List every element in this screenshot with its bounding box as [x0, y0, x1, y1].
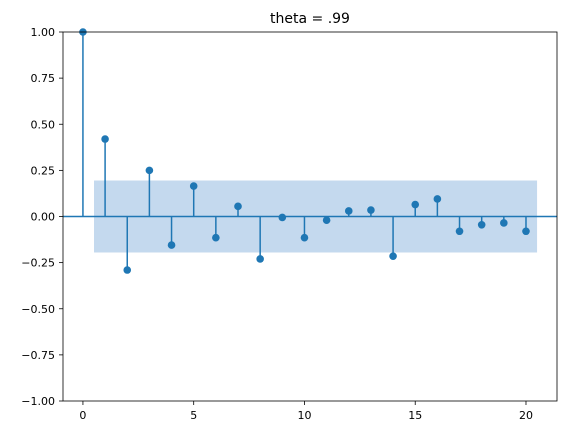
stem-marker-12: [344, 207, 353, 215]
y-tick-label-3: −0.25: [21, 257, 55, 270]
x-tick-label-0: 0: [79, 409, 86, 422]
stem-marker-2: [123, 266, 132, 274]
x-tick-label-5: 5: [190, 409, 197, 422]
y-tick-label-5: 0.25: [31, 164, 56, 177]
stem-marker-20: [522, 227, 530, 236]
y-tick-label-8: 1.00: [31, 26, 56, 39]
stem-marker-19: [500, 219, 508, 227]
axes-layer: 0 5 10 15 20 −1.00 −0.75 −0.50 −0.25 0.00 0.25 0.50…: [21, 26, 558, 422]
stem-marker-10: [300, 233, 309, 242]
y-tick-label-2: −0.50: [21, 303, 55, 316]
y-tick-label-7: 0.75: [31, 72, 56, 85]
y-tick-label-1: −0.75: [21, 349, 55, 362]
chart-title: theta = .99: [270, 11, 350, 27]
stem-marker-4: [167, 241, 176, 249]
stem-marker-5: [189, 182, 198, 190]
x-tick-label-10: 10: [297, 409, 311, 422]
stem-marker-6: [212, 233, 220, 242]
stem-marker-1: [101, 135, 109, 143]
stem-marker-14: [389, 252, 397, 260]
y-tick-label-4: 0.00: [31, 211, 56, 224]
stem-marker-8: [256, 255, 264, 263]
stem-marker-18: [477, 221, 486, 229]
stem-marker-9: [278, 213, 287, 222]
stem-marker-7: [234, 202, 242, 211]
stem-marker-17: [455, 227, 464, 236]
y-tick-label-0: −1.00: [21, 395, 55, 408]
y-tick-label-6: 0.50: [31, 118, 56, 131]
stem-marker-16: [433, 195, 442, 203]
stem-marker-15: [411, 200, 420, 209]
stem-marker-13: [367, 206, 375, 214]
x-tick-label-20: 20: [519, 409, 533, 422]
stem-marker-3: [145, 166, 154, 175]
x-tick-label-15: 15: [408, 409, 422, 422]
stem-marker-11: [322, 216, 331, 224]
